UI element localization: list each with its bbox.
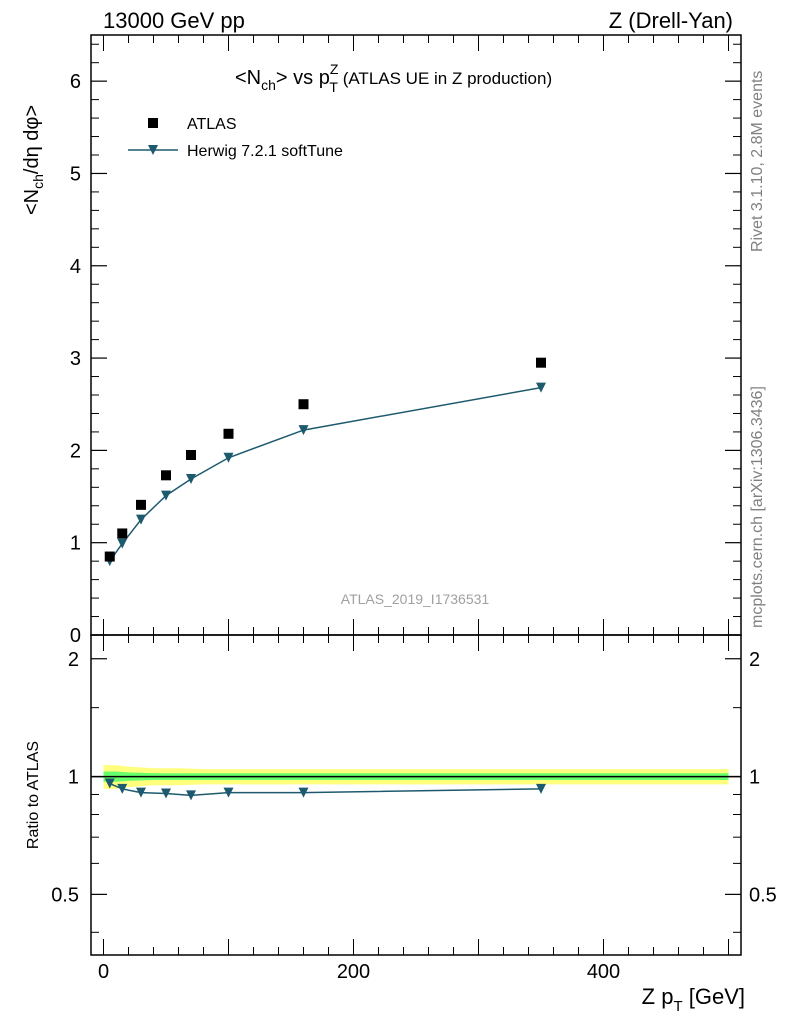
ratio-y-tick-label-left: 0.5 (51, 884, 79, 906)
main-axis-ticks: 0 1 2 3 4 5 6 (70, 35, 741, 647)
legend-atlas-label: ATLAS (187, 116, 237, 133)
main-y-tick-label: 6 (70, 71, 81, 93)
main-y-tick-label: 3 (70, 348, 81, 370)
ratio-herwig-point (298, 787, 309, 798)
ratio-herwig-point (117, 783, 128, 794)
ratio-herwig-point (104, 778, 115, 789)
ratio-herwig-point (136, 787, 146, 798)
ratio-herwig-point (186, 790, 196, 801)
ratio-axis-ticks: 0.5 0.5 1 1 2 2 0 200 400 (51, 635, 777, 983)
ratio-uncertainty-band (91, 765, 741, 789)
atlas-point (117, 528, 128, 539)
atlas-point (223, 428, 234, 439)
main-y-tick-label: 2 (70, 440, 81, 462)
header-left-label: 13000 GeV pp (103, 8, 245, 33)
x-tick-label: 400 (587, 961, 620, 983)
x-tick-label: 200 (337, 961, 370, 983)
rivet-label: Rivet 3.1.10, 2.8M events (749, 71, 766, 252)
main-data-marks (104, 357, 546, 567)
herwig-point (223, 452, 234, 463)
ratio-herwig-point (161, 788, 171, 799)
ratio-y-axis-label: Ratio to ATLAS (25, 741, 42, 849)
ratio-panel-frame (90, 634, 742, 956)
herwig-point (117, 538, 128, 549)
atlas-point (536, 357, 546, 368)
herwig-point (186, 474, 196, 484)
main-y-tick-label: 4 (70, 256, 81, 278)
ratio-y-tick-label-right: 1 (749, 767, 760, 789)
atlas-point (298, 399, 309, 410)
main-y-tick-label: 0 (70, 625, 81, 647)
legend-herwig-marker (148, 145, 158, 155)
atlas-point (136, 499, 146, 510)
x-axis-label: Z pT [GeV] (642, 984, 745, 1015)
header-right-label: Z (Drell-Yan) (609, 8, 733, 33)
herwig-point (161, 490, 171, 501)
herwig-point (136, 514, 146, 525)
ratio-herwig-point (536, 783, 546, 794)
ratio-y-tick-label-left: 1 (68, 767, 79, 789)
atlas-point (186, 450, 196, 460)
x-tick-label: 0 (98, 961, 109, 983)
ratio-herwig-line (109, 782, 542, 797)
legend: ATLAS Herwig 7.2.1 softTune (128, 116, 343, 160)
ratio-data-marks (104, 778, 546, 801)
analysis-watermark: ATLAS_2019_I1736531 (341, 591, 490, 607)
herwig-series-line (109, 386, 542, 562)
plot-title: <Nch> vs pZ T (ATLAS UE in Z production) (235, 61, 552, 95)
ratio-herwig-point (223, 787, 234, 798)
herwig-point (298, 425, 309, 436)
main-y-tick-label: 5 (70, 163, 81, 185)
legend-herwig-label: Herwig 7.2.1 softTune (187, 143, 343, 160)
main-y-tick-label: 1 (70, 533, 81, 555)
ratio-y-tick-label-right: 2 (749, 649, 760, 671)
atlas-point (161, 470, 171, 481)
herwig-point (536, 382, 546, 393)
ratio-y-tick-label-right: 0.5 (749, 884, 777, 906)
mcplots-label: mcplots.cern.ch [arXiv:1306.3436] (749, 386, 766, 628)
legend-atlas-marker (148, 118, 158, 128)
ratio-y-tick-label-left: 2 (68, 649, 79, 671)
atlas-point (104, 551, 115, 562)
main-y-axis-label: <Nch/dη dφ> (21, 105, 46, 215)
